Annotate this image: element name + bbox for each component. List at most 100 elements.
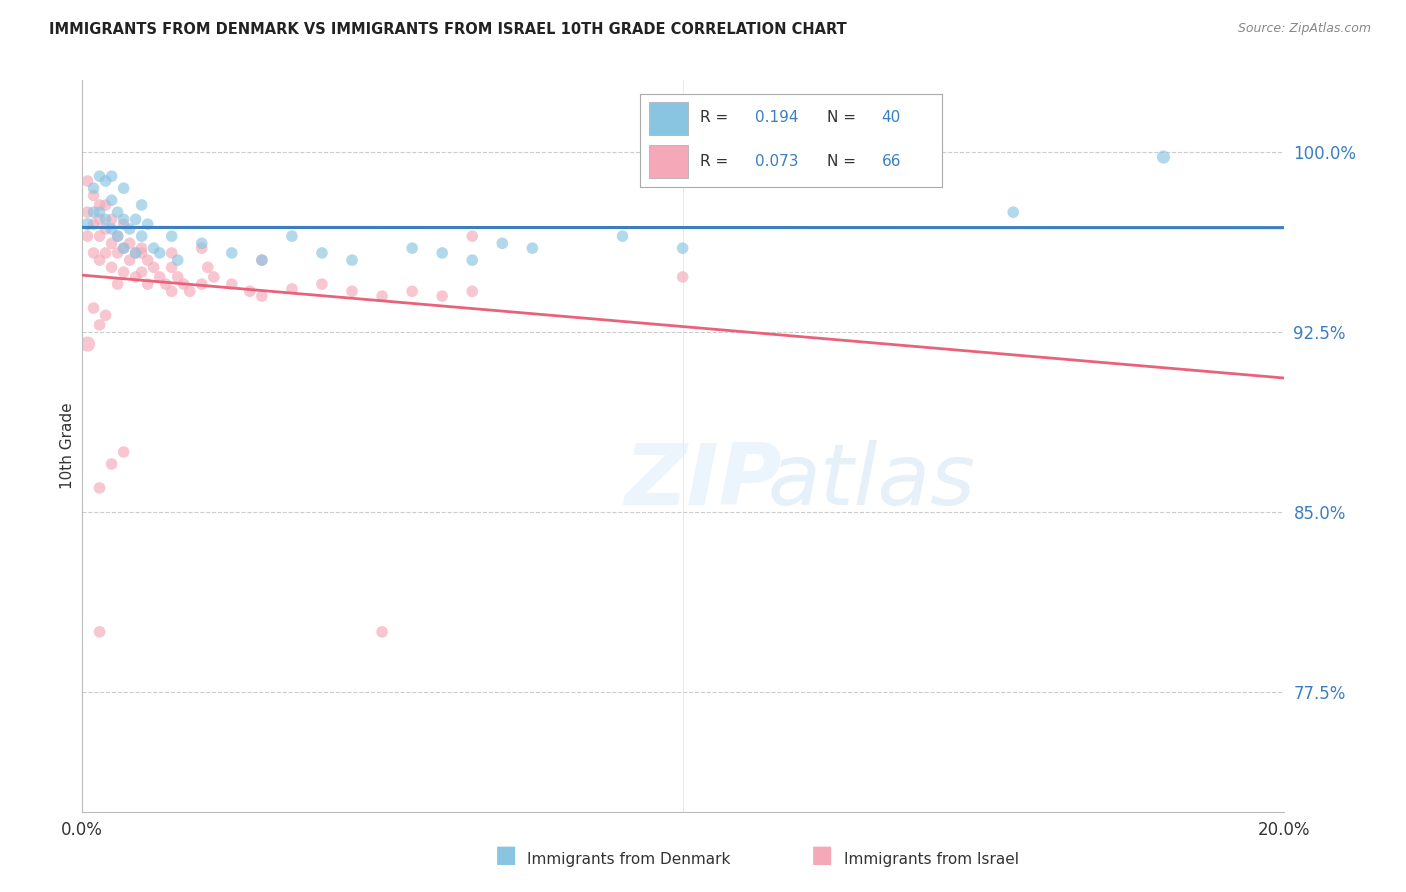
Text: Immigrants from Denmark: Immigrants from Denmark (527, 852, 731, 867)
Point (118, 222, 141, 236)
Point (100, 236, 122, 251)
Point (160, 246, 183, 260)
Point (1153, 150, 1175, 164)
Point (401, 241, 423, 255)
Point (118, 253, 141, 268)
Point (250, 289, 273, 303)
Point (250, 253, 273, 268)
Point (89, 624, 111, 639)
Point (89, 481, 111, 495)
Point (340, 285, 363, 299)
Point (124, 246, 146, 260)
Point (672, 269, 695, 284)
Point (136, 253, 159, 268)
Text: R =: R = (700, 110, 734, 125)
Point (89, 198, 111, 212)
Point (94, 212, 117, 227)
Point (94, 246, 117, 260)
Point (430, 289, 453, 303)
Text: N =: N = (827, 110, 860, 125)
Point (149, 269, 172, 284)
Point (131, 241, 153, 255)
Text: R =: R = (700, 153, 734, 169)
Point (124, 269, 146, 284)
Point (112, 445, 135, 459)
Point (83, 246, 105, 260)
Point (94, 198, 117, 212)
Point (672, 241, 695, 255)
Point (76, 229, 98, 244)
Point (100, 457, 122, 471)
Point (239, 285, 262, 299)
Point (112, 212, 135, 227)
Point (173, 277, 195, 292)
Point (311, 246, 333, 260)
Text: 0.194: 0.194 (755, 110, 799, 125)
Text: ■: ■ (811, 843, 834, 867)
Point (142, 241, 165, 255)
Point (221, 277, 243, 292)
Point (430, 246, 453, 260)
Text: atlas: atlas (768, 440, 976, 524)
Point (94, 308, 117, 322)
Point (100, 260, 122, 275)
Point (136, 277, 159, 292)
Point (371, 289, 394, 303)
Point (149, 246, 172, 260)
Point (155, 277, 177, 292)
Point (76, 337, 98, 351)
Point (281, 282, 304, 296)
Point (160, 285, 183, 299)
Text: ■: ■ (495, 843, 517, 867)
Point (1002, 205, 1025, 219)
Point (94, 174, 117, 188)
Point (76, 174, 98, 188)
Point (107, 229, 129, 244)
Text: Source: ZipAtlas.com: Source: ZipAtlas.com (1237, 22, 1371, 36)
Point (371, 624, 394, 639)
Point (136, 217, 159, 231)
Point (118, 236, 141, 251)
Point (112, 265, 135, 279)
Bar (648, 145, 688, 178)
Point (612, 229, 634, 244)
Point (112, 241, 135, 255)
Text: 0.073: 0.073 (755, 153, 799, 169)
Point (131, 229, 153, 244)
Point (124, 212, 146, 227)
Point (112, 217, 135, 231)
Point (83, 217, 105, 231)
Point (221, 246, 243, 260)
Point (311, 277, 333, 292)
Point (131, 246, 153, 260)
Point (89, 253, 111, 268)
Point (160, 260, 183, 275)
Text: IMMIGRANTS FROM DENMARK VS IMMIGRANTS FROM ISRAEL 10TH GRADE CORRELATION CHART: IMMIGRANTS FROM DENMARK VS IMMIGRANTS FR… (49, 22, 846, 37)
Point (100, 222, 122, 236)
Point (94, 222, 117, 236)
Bar (648, 102, 688, 135)
Point (461, 229, 484, 244)
Point (179, 285, 201, 299)
Point (107, 246, 129, 260)
Point (89, 229, 111, 244)
Point (461, 253, 484, 268)
Point (76, 205, 98, 219)
Point (89, 205, 111, 219)
Point (131, 265, 153, 279)
Point (124, 246, 146, 260)
Text: 66: 66 (882, 153, 901, 169)
Point (107, 229, 129, 244)
Point (340, 253, 363, 268)
Point (191, 241, 214, 255)
Point (166, 269, 188, 284)
Text: 40: 40 (882, 110, 901, 125)
Point (76, 217, 98, 231)
Point (83, 205, 105, 219)
Point (112, 181, 135, 195)
Y-axis label: 10th Grade: 10th Grade (59, 402, 75, 490)
Point (166, 253, 188, 268)
Point (191, 236, 214, 251)
Point (461, 285, 484, 299)
Text: N =: N = (827, 153, 860, 169)
